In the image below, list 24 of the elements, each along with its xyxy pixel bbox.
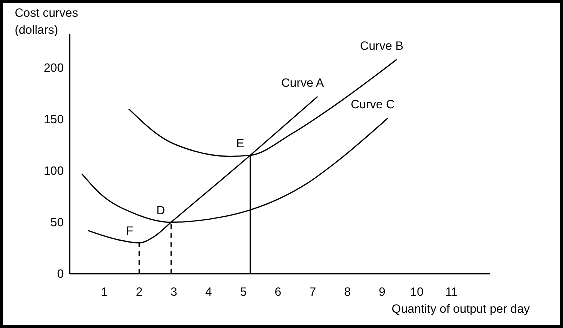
x-tick-label: 2: [136, 285, 144, 299]
x-tick-label: 8: [344, 285, 352, 299]
y-tick-label: 200: [44, 60, 64, 75]
x-tick-label: 4: [206, 285, 212, 299]
y-axis-title: Cost curves (dollars): [15, 6, 78, 37]
y-tick-label: 150: [44, 112, 64, 126]
x-tick-label: 7: [310, 285, 317, 299]
x-tick-label: 11: [446, 285, 458, 299]
y-tick-label: 50: [50, 216, 64, 230]
x-tick-label: 5: [240, 285, 248, 299]
x-tick-label: 3: [170, 285, 178, 299]
x-axis-title: Quantity of output per day: [392, 302, 530, 316]
x-tick-label: 1: [101, 285, 108, 299]
y-tick-label: 100: [44, 164, 64, 178]
x-tick-label: 6: [274, 285, 282, 299]
annotation: D: [156, 204, 166, 218]
y-tick-label: 0: [57, 267, 64, 281]
annotation: F: [126, 224, 134, 238]
series-label: Curve C: [350, 97, 396, 112]
series-label: Curve A: [281, 76, 324, 90]
series-label: Curve B: [360, 38, 404, 53]
x-tick-label: 10: [410, 285, 424, 299]
annotation: E: [236, 136, 244, 151]
x-tick-label: 9: [379, 285, 386, 299]
